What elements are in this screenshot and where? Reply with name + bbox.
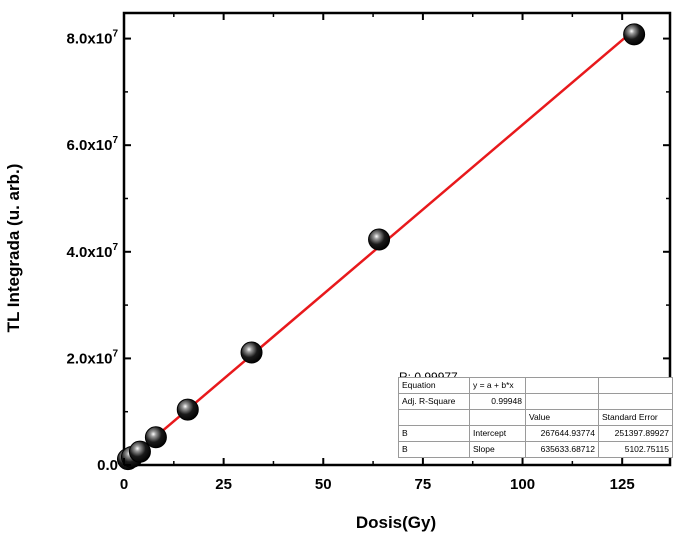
data-point (240, 341, 263, 364)
fit-table-row: B Intercept 267644.93774 251397.89927 (398, 425, 673, 442)
x-tick-label: 0 (120, 476, 128, 493)
fit-table-cell (598, 377, 673, 394)
fit-table-cell: Adj. R-Square (398, 393, 470, 410)
data-point (128, 440, 151, 463)
y-axis-title: TL Integrada (u. arb.) (4, 164, 23, 333)
x-tick-label: 50 (315, 476, 332, 493)
fit-table-cell: 267644.93774 (525, 425, 599, 442)
fit-table-cell: Value (525, 409, 599, 426)
fit-table-cell: 251397.89927 (598, 425, 673, 442)
fit-table-cell: Slope (469, 441, 526, 458)
fit-table-row: B Slope 635633.68712 5102.75115 (398, 441, 673, 458)
fit-table-cell: B (398, 441, 470, 458)
plot-area (122, 11, 672, 467)
x-tick-label: 125 (610, 476, 635, 493)
y-axis: 0.0 2.0x107 4.0x107 6.0x107 8.0x107 (67, 29, 670, 474)
plot-frame (122, 11, 672, 467)
x-tick-label: 25 (215, 476, 232, 493)
fit-table-cell: Equation (398, 377, 470, 394)
fit-table-cell: Standard Error (598, 409, 673, 426)
y-tick-label: 8.0x107 (67, 29, 119, 48)
data-point (623, 23, 646, 46)
fit-table-cell: B (398, 425, 470, 442)
fit-table-cell (598, 393, 673, 410)
fit-table-cell (469, 409, 526, 426)
y-tick-label: 4.0x107 (67, 242, 119, 261)
x-axis-title: Dosis(Gy) (356, 513, 436, 532)
x-tick-label: 75 (415, 476, 432, 493)
fit-table-cell: 5102.75115 (598, 441, 673, 458)
data-point (144, 426, 167, 449)
y-tick-label: 0.0 (97, 457, 118, 474)
data-point (368, 228, 391, 251)
x-tick-label: 100 (510, 476, 535, 493)
fit-table-row: Value Standard Error (398, 409, 673, 426)
fit-table-cell (525, 377, 599, 394)
y-tick-label: 6.0x107 (67, 135, 119, 154)
fit-table-cell (398, 409, 470, 426)
fit-table-row: Adj. R-Square 0.99948 (398, 393, 673, 410)
x-axis: 0 25 50 75 100 125 (120, 13, 635, 493)
y-tick-label: 2.0x107 (67, 348, 119, 367)
fit-table-cell: 0.99948 (469, 393, 526, 410)
data-point (176, 398, 199, 421)
fit-table-cell: 635633.68712 (525, 441, 599, 458)
fit-results-table: Equation y = a + b*x Adj. R-Square 0.99948 V… (398, 377, 673, 458)
data-points-layer (116, 23, 646, 471)
fit-table-row: Equation y = a + b*x (398, 377, 673, 394)
fit-table-cell: y = a + b*x (469, 377, 526, 394)
fit-table-cell: Intercept (469, 425, 526, 442)
fit-table-cell (525, 393, 599, 410)
